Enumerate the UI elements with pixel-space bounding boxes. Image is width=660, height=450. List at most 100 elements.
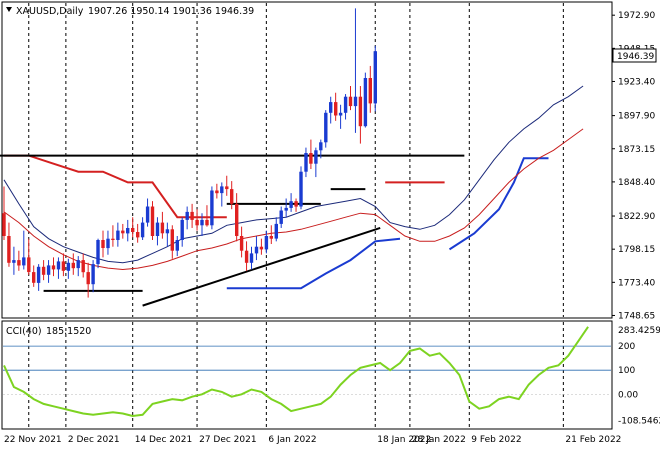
time-label-8: 21 Feb 2022 <box>565 435 621 445</box>
candle-67 <box>334 92 338 121</box>
candle-34 <box>170 225 174 259</box>
candle-53 <box>264 230 269 254</box>
cci-tick-label-4: -108.5462 <box>618 416 660 426</box>
candle-46 <box>230 181 234 210</box>
candle-42 <box>210 186 214 230</box>
candle-body-58 <box>289 201 293 208</box>
candle-body-60 <box>299 171 303 207</box>
upper-band-line <box>4 154 445 219</box>
candle-body-5 <box>27 257 31 273</box>
candle-body-62 <box>309 153 313 164</box>
candle-61 <box>304 147 308 178</box>
time-label-0: 22 Nov 2021 <box>4 435 62 445</box>
candle-18 <box>91 260 95 293</box>
candle-16 <box>81 253 85 278</box>
candle-13 <box>66 258 71 279</box>
candle-body-42 <box>210 190 214 226</box>
dark-ma-line <box>3 85 584 264</box>
candle-38 <box>190 203 194 228</box>
candle-body-74 <box>368 78 372 104</box>
candle-body-43 <box>215 190 219 194</box>
trend-lines <box>0 154 465 307</box>
candle-body-72 <box>358 96 363 127</box>
candle-45 <box>225 175 229 196</box>
candle-36 <box>180 217 184 247</box>
candle-41 <box>205 205 209 227</box>
candle-43 <box>215 183 219 199</box>
time-label-4: 6 Jan 2022 <box>268 435 316 445</box>
candle-26 <box>131 217 135 238</box>
candle-12 <box>61 253 66 277</box>
candle-2 <box>12 246 16 275</box>
candle-body-49 <box>244 250 249 263</box>
candle-body-57 <box>284 207 288 211</box>
candle-17 <box>86 262 90 298</box>
time-label-6: 28 Jan 2022 <box>412 435 466 445</box>
candle-37 <box>185 206 189 230</box>
candle-body-20 <box>101 240 105 248</box>
current-price-label: 1946.39 <box>617 52 654 62</box>
price-tick-label-9: 1748.65 <box>618 312 655 322</box>
time-label-1: 2 Dec 2021 <box>68 435 120 445</box>
candle-69 <box>343 94 348 120</box>
candle-body-64 <box>319 142 323 151</box>
candle-27 <box>136 223 140 243</box>
candle-body-28 <box>140 222 145 238</box>
candle-11 <box>56 257 61 279</box>
candle-58 <box>289 193 293 212</box>
candle-body-73 <box>363 78 368 127</box>
candle-body-35 <box>175 240 179 251</box>
candle-24 <box>121 223 125 239</box>
candle-body-26 <box>131 228 135 232</box>
price-tick-label-8: 1773.40 <box>618 278 655 288</box>
candle-body-47 <box>235 203 239 236</box>
candle-body-12 <box>61 261 66 271</box>
candle-body-9 <box>46 265 51 275</box>
candle-51 <box>254 235 259 261</box>
candle-1 <box>7 222 11 267</box>
candle-22 <box>111 225 115 247</box>
candle-body-11 <box>56 261 61 270</box>
candle-body-31 <box>155 222 160 236</box>
candle-75 <box>373 45 377 112</box>
dropdown-triangle-icon[interactable] <box>6 7 12 12</box>
candle-25 <box>126 219 130 242</box>
candle-6 <box>32 265 36 287</box>
candle-body-0 <box>2 213 6 236</box>
cci-tick-label-0: 283.4259 <box>618 326 660 336</box>
candle-5 <box>27 238 31 275</box>
candle-63 <box>314 147 318 178</box>
candle-body-30 <box>150 206 155 236</box>
candle-39 <box>195 209 199 231</box>
candle-body-39 <box>195 219 199 226</box>
candle-body-2 <box>12 260 16 263</box>
candle-33 <box>165 222 170 247</box>
candle-body-69 <box>343 96 348 113</box>
candle-body-40 <box>200 219 204 226</box>
candle-49 <box>244 241 249 271</box>
cci-panel-frame <box>1 320 613 430</box>
cci-level-lines <box>3 345 611 395</box>
candles <box>2 8 377 298</box>
price-tick-label-7: 1798.15 <box>618 245 655 255</box>
grid-lines <box>28 3 564 428</box>
lower-band-line <box>226 157 549 290</box>
candle-body-25 <box>126 228 130 234</box>
candle-body-67 <box>334 102 338 116</box>
candle-52 <box>259 238 264 255</box>
candle-body-21 <box>106 238 110 249</box>
candle-body-65 <box>324 112 328 143</box>
candle-73 <box>363 72 368 128</box>
candle-body-7 <box>36 266 41 283</box>
candle-body-34 <box>170 229 174 251</box>
candle-20 <box>101 230 105 258</box>
candle-body-19 <box>96 240 100 265</box>
candle-body-3 <box>17 260 21 266</box>
symbol-title: XAUUSD,Daily <box>16 6 84 17</box>
candle-10 <box>51 257 56 277</box>
price-tick-label-4: 1873.15 <box>618 145 655 155</box>
cci-axis-labels: 283.4259 200 100 0.00 -108.5462 <box>618 326 660 426</box>
candle-body-24 <box>121 230 125 234</box>
candle-35 <box>175 235 179 257</box>
